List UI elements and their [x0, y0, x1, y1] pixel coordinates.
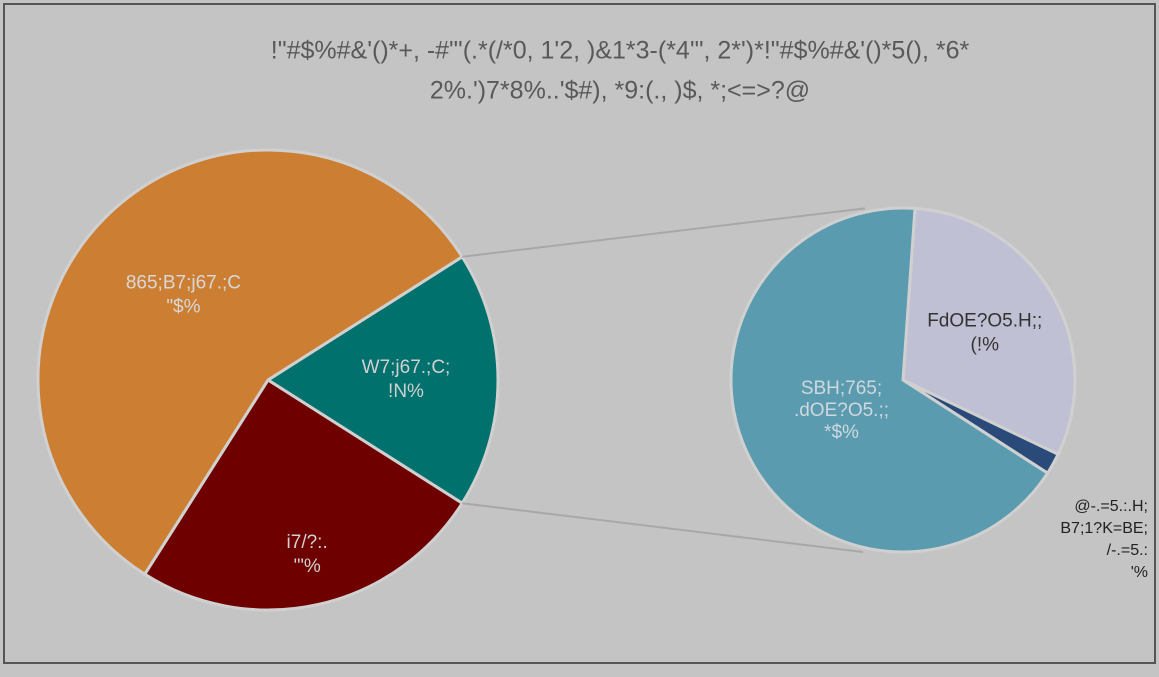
slice-value-label: '"%: [293, 556, 320, 577]
slice-value-label: '%: [1131, 564, 1148, 581]
slice-label: FdOE?O5.H;;: [927, 310, 1042, 331]
pie-slice: [901, 206, 1077, 457]
pie-slice: [265, 254, 500, 506]
pie-slice: [36, 148, 465, 577]
slice-label: i7/?:.: [287, 532, 328, 553]
connector-line: [462, 502, 864, 553]
slice-value-label: "$%: [166, 296, 200, 317]
slice-value-label: (!%: [971, 334, 1000, 355]
slice-value-label: !N%: [388, 381, 424, 402]
slice-value-label: *$%: [824, 422, 859, 443]
connector-line: [462, 207, 866, 258]
pie-slice: [729, 206, 1050, 554]
chart-title: 2%.')7*8%..'$#), *9:(., )$, *;<=>?@: [430, 77, 810, 105]
chart-border: [3, 3, 1156, 664]
slice-label: 865;B7;j67.;C: [126, 272, 241, 293]
slice-label: W7;j67.;C;: [362, 357, 451, 378]
chart-title: !"#$%#&'()*+, -#"'(.*(/*0, 1'2, )&1*3-(*…: [271, 37, 970, 65]
pie-slice: [142, 377, 465, 612]
slice-label: @-.=5.:.H; B7;1?K=BE;/-.=5.:: [1060, 498, 1148, 559]
slice-label: SBH;765; .dOE?O5.;;: [794, 378, 889, 421]
